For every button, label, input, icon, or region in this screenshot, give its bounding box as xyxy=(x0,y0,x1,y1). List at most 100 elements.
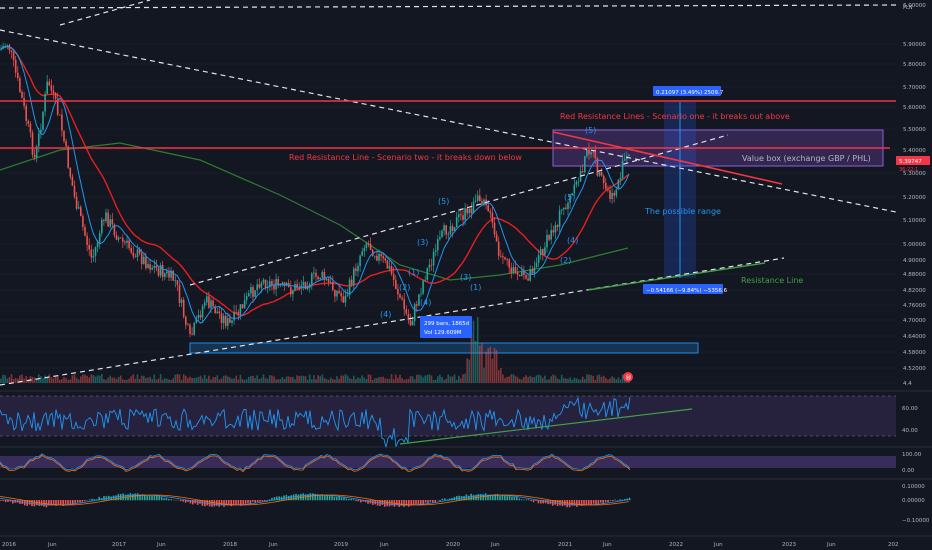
volume-bar xyxy=(180,379,183,383)
volume-bar xyxy=(8,377,11,383)
candle-body xyxy=(605,182,607,189)
wave-label: (1) xyxy=(408,268,419,277)
macd-bar xyxy=(14,500,16,503)
macd-bar xyxy=(470,493,472,501)
candle-body xyxy=(245,296,248,301)
candle-body xyxy=(571,193,573,196)
candle-body xyxy=(107,212,109,227)
volume-bar xyxy=(491,358,494,383)
candle-body xyxy=(329,281,332,283)
volume-bar xyxy=(203,374,206,383)
macd-bar xyxy=(7,500,9,502)
candle-body xyxy=(176,280,179,285)
candle-body xyxy=(390,266,393,275)
macd-bar xyxy=(576,500,578,507)
macd-bar xyxy=(324,495,326,501)
volume-bar xyxy=(199,375,202,383)
volume-bar xyxy=(311,379,313,383)
macd-bar xyxy=(434,500,436,503)
macd-bar xyxy=(628,497,631,501)
volume-alert-icon[interactable] xyxy=(623,372,633,382)
volume-bar xyxy=(579,379,582,383)
volume-bar xyxy=(516,377,519,383)
macd-bar xyxy=(424,500,427,503)
volume-bar xyxy=(182,374,185,383)
candle-body xyxy=(497,241,500,256)
candle-body xyxy=(342,296,345,303)
macd-bar xyxy=(580,500,583,506)
volume-bar xyxy=(285,376,288,383)
candle-body xyxy=(90,249,93,258)
measure-top-bg xyxy=(653,86,721,96)
volume-bar xyxy=(227,376,229,383)
macd-bar xyxy=(597,500,600,505)
candle-body xyxy=(50,85,53,91)
macd-bar xyxy=(444,498,446,501)
volume-bar xyxy=(250,375,252,383)
candle-body xyxy=(434,250,437,252)
candle-body xyxy=(77,207,80,209)
macd-bar xyxy=(60,500,62,505)
y-tick-label: 5.50000 xyxy=(903,127,926,133)
volume-bar xyxy=(367,374,370,383)
macd-bar xyxy=(408,500,410,507)
volume-bar xyxy=(521,379,523,383)
candle-body xyxy=(327,278,330,283)
macd-bar xyxy=(223,500,225,507)
macd-bar xyxy=(76,500,79,503)
volume-bar xyxy=(397,377,399,383)
candle-body xyxy=(407,313,410,321)
candle-body xyxy=(409,320,412,326)
volume-bar xyxy=(384,378,387,383)
candle-body xyxy=(157,268,160,276)
macd-bar xyxy=(172,499,175,501)
volume-bar xyxy=(588,374,590,383)
candle-body xyxy=(0,48,2,50)
candle-body xyxy=(31,132,34,155)
volume-bar xyxy=(497,370,500,383)
volume-bar xyxy=(500,367,502,383)
volume-bar xyxy=(388,378,391,383)
macd-bar xyxy=(542,500,544,504)
macd-bar xyxy=(276,496,278,501)
volume-bar xyxy=(605,377,607,383)
candle-body xyxy=(353,268,355,285)
macd-bar xyxy=(297,494,300,501)
candle-body xyxy=(71,176,74,186)
candle-body xyxy=(63,130,65,142)
candle-body xyxy=(533,267,536,274)
candle-body xyxy=(321,271,324,278)
macd-bar xyxy=(81,500,84,502)
rsi-band xyxy=(0,396,896,436)
candle-body xyxy=(481,201,483,205)
volume-bar xyxy=(27,379,30,383)
volume-bar xyxy=(449,376,452,383)
candle-body xyxy=(518,274,521,276)
volume-bar xyxy=(527,377,529,383)
volume-bar xyxy=(149,376,151,383)
volume-bar xyxy=(256,375,258,383)
macd-bar xyxy=(362,500,364,502)
rsi-tick-60: 60.00 xyxy=(902,406,918,412)
macd-bar xyxy=(525,499,528,501)
volume-bar xyxy=(138,379,141,383)
volume-bar xyxy=(308,374,311,383)
volume-bar xyxy=(82,374,84,383)
candle-body xyxy=(493,222,496,235)
y-tick-label: 4.82000 xyxy=(903,288,926,294)
volume-bar xyxy=(88,377,90,383)
candle-body xyxy=(237,312,240,315)
macd-bar xyxy=(588,500,590,505)
candle-body xyxy=(82,216,84,228)
volume-bar xyxy=(193,378,195,383)
macd-bar xyxy=(446,499,448,501)
candle-body xyxy=(227,318,229,326)
candle-body xyxy=(96,242,99,248)
volume-bar xyxy=(195,377,198,383)
candle-body xyxy=(550,230,552,240)
candle-body xyxy=(552,230,555,233)
volume-bar xyxy=(229,377,231,383)
volume-bar xyxy=(495,349,498,383)
candle-body xyxy=(75,196,78,209)
y-tick-label: 5.60000 xyxy=(903,105,926,111)
